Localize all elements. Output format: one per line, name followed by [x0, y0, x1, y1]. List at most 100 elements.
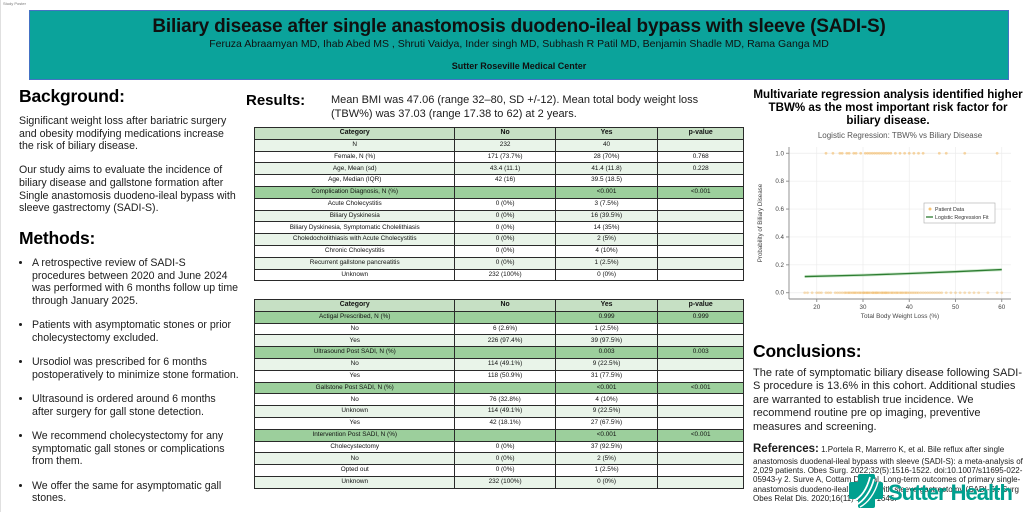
table-cell: [657, 244, 744, 258]
scatter-point: [840, 151, 844, 155]
table-header-row: Category No Yes p-value: [253, 299, 744, 312]
scatter-point: [882, 151, 886, 155]
column-header-yes: Yes: [554, 127, 659, 140]
scatter-point: [912, 151, 916, 155]
column-header-p-value: p-value: [657, 299, 744, 312]
table-cell: <0.001: [657, 381, 744, 395]
x-tick-label: 40: [906, 304, 913, 311]
scatter-point: [898, 291, 902, 295]
scatter-point: [919, 291, 923, 295]
results-summary-text: Mean BMI was 47.06 (range 32–80, SD +/-1…: [331, 94, 699, 121]
table-cell: 16 (39.5%): [554, 209, 659, 223]
table-section-row: Complication Diagnosis, N (%) <0.001 <0.00…: [253, 185, 744, 199]
table-row: N 232 40: [253, 138, 744, 152]
scatter-point: [861, 291, 865, 295]
table-cell: [454, 381, 556, 395]
methods-bullet: Ursodiol was prescribed for 6 months pos…: [32, 356, 239, 381]
table-cell: <0.001: [554, 428, 659, 442]
table-cell: 41.4 (11.8): [554, 162, 659, 176]
scatter-point: [937, 151, 941, 155]
scatter-point: [876, 291, 880, 295]
references-block: References: 1.Portela R, Marrerro K, et …: [753, 443, 1023, 504]
scatter-point: [847, 291, 851, 295]
table-cell: 9 (22.5%): [554, 405, 659, 418]
scatter-point: [850, 291, 854, 295]
table-cell: 0.999: [657, 310, 744, 324]
scatter-point: [921, 291, 925, 295]
table-cell: Cholecystectomy: [253, 440, 456, 454]
scatter-point: [967, 291, 971, 295]
scatter-point: [838, 291, 842, 295]
table-cell: No: [253, 452, 456, 466]
table-cell: 27 (67.5%): [554, 416, 659, 430]
sutter-health-wordmark: Sutter Health: [888, 480, 1012, 505]
table-cell: <0.001: [657, 428, 744, 442]
table-cell: Unknown: [253, 268, 456, 282]
y-tick-label: 0.2: [775, 262, 784, 269]
y-tick-label: 0.8: [775, 178, 784, 185]
scatter-point: [858, 291, 862, 295]
scatter-point: [924, 291, 927, 295]
table-row: No 0 (0%) 2 (5%): [253, 452, 744, 466]
conclusions-heading: Conclusions:: [753, 340, 862, 361]
table-cell: 4 (10%): [554, 244, 659, 258]
table-header-row: Category No Yes p-value: [253, 127, 744, 140]
table-cell: 2 (5%): [554, 233, 659, 246]
scatter-point: [915, 291, 919, 295]
scatter-point: [875, 291, 879, 295]
table-cell: N: [253, 138, 456, 152]
scatter-point: [907, 151, 911, 155]
scatter-point: [853, 291, 857, 295]
table-cell: <0.001: [554, 381, 659, 395]
scatter-point: [935, 291, 939, 295]
column-header-category: Category: [253, 127, 456, 140]
scatter-point: [845, 151, 849, 155]
scatter-point: [877, 151, 881, 155]
scatter-point: [892, 291, 895, 295]
scatter-point: [889, 151, 893, 155]
table-section-row: Gallstone Post SADI, N (%) <0.001 <0.001: [253, 381, 744, 395]
scatter-point: [840, 291, 844, 295]
table-cell: Biliary Dyskinesia: [253, 209, 456, 223]
scatter-point: [944, 151, 948, 155]
table-cell: Acute Cholecystitis: [253, 197, 456, 211]
scatter-point: [873, 151, 876, 155]
title-banner: Biliary disease after single anastomosis…: [29, 10, 1009, 80]
table-cell: Ultrasound Post SADI, N (%): [253, 346, 456, 359]
scatter-point: [806, 291, 809, 295]
table-cell: No: [253, 322, 456, 336]
table-cell: 9 (22.5%): [554, 357, 659, 371]
scatter-point: [958, 291, 962, 295]
table-cell: [454, 185, 556, 199]
table-cell: Yes: [253, 369, 456, 383]
table-cell: Yes: [253, 334, 456, 348]
methods-bullet-list: A retrospective review of SADI-S procedu…: [19, 257, 239, 505]
table-cell: 118 (50.9%): [454, 369, 556, 383]
table-row: Recurrent gallstone pancreatitis 0 (0%) 1 …: [253, 256, 744, 270]
table-cell: <0.001: [554, 185, 659, 199]
background-heading: Background:: [19, 86, 125, 106]
scatter-point: [826, 291, 830, 295]
table-row: Yes 42 (18.1%) 27 (67.5%): [253, 416, 744, 430]
methods-bullet: A retrospective review of SADI-S procedu…: [32, 257, 239, 308]
references-heading: References:: [753, 442, 819, 455]
methods-bullet: Ultrasound is ordered around 6 months af…: [32, 393, 239, 418]
conclusions-text: The rate of symptomatic biliary disease …: [753, 366, 1022, 433]
table-row: Biliary Dyskinesia, Symptomatic Cholelit…: [253, 221, 744, 235]
scatter-point: [866, 291, 870, 295]
scatter-point: [926, 291, 930, 295]
table-cell: 0.999: [554, 310, 659, 324]
scatter-point: [859, 291, 863, 295]
table-cell: No: [253, 357, 456, 371]
scatter-point: [904, 291, 908, 295]
scatter-point: [859, 151, 863, 155]
scatter-point: [906, 291, 909, 295]
table-cell: Choledocholithiasis with Acute Cholecyst…: [253, 233, 456, 246]
methods-heading: Methods:: [19, 227, 96, 248]
scatter-point: [995, 151, 999, 155]
column-header-p-value: p-value: [657, 127, 744, 140]
table-cell: 4 (10%): [554, 393, 659, 407]
table-cell: 2 (5%): [554, 452, 659, 466]
scatter-point: [887, 151, 890, 155]
table-cell: Yes: [253, 416, 456, 430]
